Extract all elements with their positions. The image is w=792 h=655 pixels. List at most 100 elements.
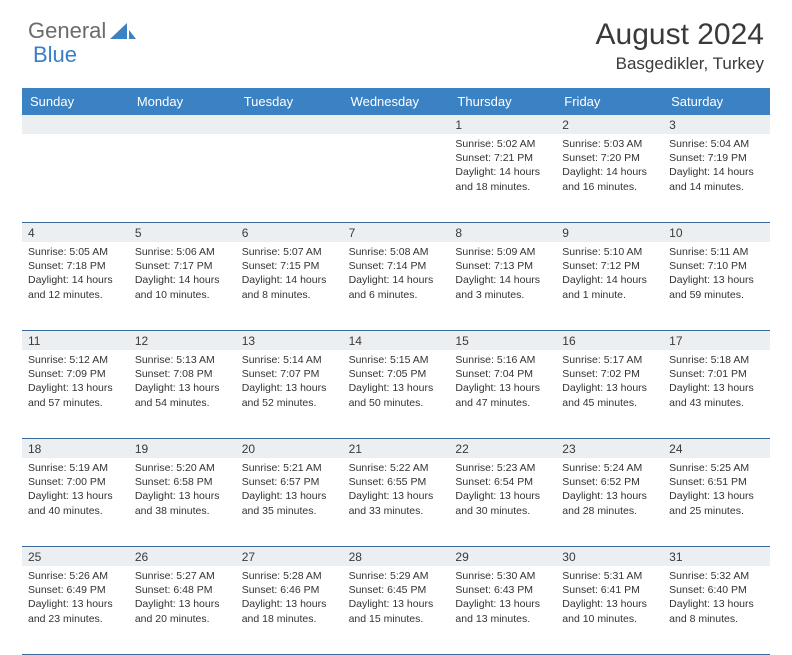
sunset-text: Sunset: 6:52 PM bbox=[562, 475, 657, 489]
daylight-text-1: Daylight: 13 hours bbox=[242, 597, 337, 611]
sunset-text: Sunset: 7:20 PM bbox=[562, 151, 657, 165]
month-title: August 2024 bbox=[596, 18, 764, 52]
daylight-text-2: and 13 minutes. bbox=[455, 612, 550, 626]
day-cell bbox=[129, 134, 236, 222]
day-details: Sunrise: 5:02 AMSunset: 7:21 PMDaylight:… bbox=[455, 137, 550, 194]
day-cell bbox=[236, 134, 343, 222]
day-details: Sunrise: 5:26 AMSunset: 6:49 PMDaylight:… bbox=[28, 569, 123, 626]
daylight-text-1: Daylight: 13 hours bbox=[349, 489, 444, 503]
sunrise-text: Sunrise: 5:24 AM bbox=[562, 461, 657, 475]
daylight-text-1: Daylight: 13 hours bbox=[349, 597, 444, 611]
sunset-text: Sunset: 7:04 PM bbox=[455, 367, 550, 381]
day-details: Sunrise: 5:30 AMSunset: 6:43 PMDaylight:… bbox=[455, 569, 550, 626]
sunset-text: Sunset: 7:05 PM bbox=[349, 367, 444, 381]
sunset-text: Sunset: 7:01 PM bbox=[669, 367, 764, 381]
daylight-text-1: Daylight: 14 hours bbox=[562, 273, 657, 287]
daylight-text-2: and 18 minutes. bbox=[242, 612, 337, 626]
sunrise-text: Sunrise: 5:26 AM bbox=[28, 569, 123, 583]
day-cell: Sunrise: 5:23 AMSunset: 6:54 PMDaylight:… bbox=[449, 458, 556, 546]
day-number: 31 bbox=[663, 547, 770, 566]
daylight-text-2: and 23 minutes. bbox=[28, 612, 123, 626]
day-details: Sunrise: 5:20 AMSunset: 6:58 PMDaylight:… bbox=[135, 461, 230, 518]
sunrise-text: Sunrise: 5:28 AM bbox=[242, 569, 337, 583]
day-cell: Sunrise: 5:31 AMSunset: 6:41 PMDaylight:… bbox=[556, 566, 663, 654]
sunrise-text: Sunrise: 5:15 AM bbox=[349, 353, 444, 367]
week-row: Sunrise: 5:12 AMSunset: 7:09 PMDaylight:… bbox=[22, 350, 770, 439]
daylight-text-2: and 12 minutes. bbox=[28, 288, 123, 302]
daylight-text-1: Daylight: 13 hours bbox=[135, 381, 230, 395]
daylight-text-1: Daylight: 13 hours bbox=[455, 381, 550, 395]
weekday-label: Saturday bbox=[663, 88, 770, 115]
sunset-text: Sunset: 7:09 PM bbox=[28, 367, 123, 381]
day-number: 22 bbox=[449, 439, 556, 458]
day-cell: Sunrise: 5:24 AMSunset: 6:52 PMDaylight:… bbox=[556, 458, 663, 546]
weekday-label: Monday bbox=[129, 88, 236, 115]
daylight-text-1: Daylight: 13 hours bbox=[562, 381, 657, 395]
daylight-text-2: and 10 minutes. bbox=[135, 288, 230, 302]
day-details: Sunrise: 5:06 AMSunset: 7:17 PMDaylight:… bbox=[135, 245, 230, 302]
daylight-text-1: Daylight: 13 hours bbox=[562, 489, 657, 503]
day-cell: Sunrise: 5:13 AMSunset: 7:08 PMDaylight:… bbox=[129, 350, 236, 438]
daylight-text-2: and 20 minutes. bbox=[135, 612, 230, 626]
daylight-text-1: Daylight: 13 hours bbox=[669, 489, 764, 503]
day-details: Sunrise: 5:16 AMSunset: 7:04 PMDaylight:… bbox=[455, 353, 550, 410]
day-number: 30 bbox=[556, 547, 663, 566]
daylight-text-1: Daylight: 13 hours bbox=[242, 381, 337, 395]
day-number: 27 bbox=[236, 547, 343, 566]
sunset-text: Sunset: 7:17 PM bbox=[135, 259, 230, 273]
day-details: Sunrise: 5:25 AMSunset: 6:51 PMDaylight:… bbox=[669, 461, 764, 518]
daylight-text-1: Daylight: 13 hours bbox=[28, 489, 123, 503]
day-number: 21 bbox=[343, 439, 450, 458]
sunrise-text: Sunrise: 5:09 AM bbox=[455, 245, 550, 259]
day-details: Sunrise: 5:19 AMSunset: 7:00 PMDaylight:… bbox=[28, 461, 123, 518]
day-details: Sunrise: 5:13 AMSunset: 7:08 PMDaylight:… bbox=[135, 353, 230, 410]
daylight-text-1: Daylight: 13 hours bbox=[562, 597, 657, 611]
sunset-text: Sunset: 6:58 PM bbox=[135, 475, 230, 489]
day-cell: Sunrise: 5:10 AMSunset: 7:12 PMDaylight:… bbox=[556, 242, 663, 330]
day-cell: Sunrise: 5:32 AMSunset: 6:40 PMDaylight:… bbox=[663, 566, 770, 654]
day-details: Sunrise: 5:15 AMSunset: 7:05 PMDaylight:… bbox=[349, 353, 444, 410]
day-cell bbox=[343, 134, 450, 222]
daylight-text-1: Daylight: 13 hours bbox=[455, 597, 550, 611]
daylight-text-2: and 52 minutes. bbox=[242, 396, 337, 410]
brand-logo: General bbox=[28, 18, 114, 44]
sunrise-text: Sunrise: 5:16 AM bbox=[455, 353, 550, 367]
sunset-text: Sunset: 6:46 PM bbox=[242, 583, 337, 597]
daynum-row: 11121314151617 bbox=[22, 331, 770, 350]
day-cell: Sunrise: 5:28 AMSunset: 6:46 PMDaylight:… bbox=[236, 566, 343, 654]
calendar: Sunday Monday Tuesday Wednesday Thursday… bbox=[0, 82, 792, 655]
sunrise-text: Sunrise: 5:32 AM bbox=[669, 569, 764, 583]
sunset-text: Sunset: 6:41 PM bbox=[562, 583, 657, 597]
daylight-text-1: Daylight: 13 hours bbox=[242, 489, 337, 503]
sunrise-text: Sunrise: 5:13 AM bbox=[135, 353, 230, 367]
day-cell: Sunrise: 5:09 AMSunset: 7:13 PMDaylight:… bbox=[449, 242, 556, 330]
day-number bbox=[343, 115, 450, 134]
sunset-text: Sunset: 6:51 PM bbox=[669, 475, 764, 489]
sunrise-text: Sunrise: 5:22 AM bbox=[349, 461, 444, 475]
day-number: 7 bbox=[343, 223, 450, 242]
sunrise-text: Sunrise: 5:19 AM bbox=[28, 461, 123, 475]
sunset-text: Sunset: 7:00 PM bbox=[28, 475, 123, 489]
daylight-text-2: and 35 minutes. bbox=[242, 504, 337, 518]
daylight-text-1: Daylight: 14 hours bbox=[669, 165, 764, 179]
day-details: Sunrise: 5:23 AMSunset: 6:54 PMDaylight:… bbox=[455, 461, 550, 518]
sunset-text: Sunset: 6:40 PM bbox=[669, 583, 764, 597]
day-details: Sunrise: 5:22 AMSunset: 6:55 PMDaylight:… bbox=[349, 461, 444, 518]
day-number: 26 bbox=[129, 547, 236, 566]
daylight-text-1: Daylight: 13 hours bbox=[669, 597, 764, 611]
day-number: 28 bbox=[343, 547, 450, 566]
daylight-text-1: Daylight: 14 hours bbox=[242, 273, 337, 287]
sunset-text: Sunset: 7:12 PM bbox=[562, 259, 657, 273]
sunrise-text: Sunrise: 5:27 AM bbox=[135, 569, 230, 583]
daylight-text-2: and 3 minutes. bbox=[455, 288, 550, 302]
day-cell: Sunrise: 5:16 AMSunset: 7:04 PMDaylight:… bbox=[449, 350, 556, 438]
daylight-text-1: Daylight: 13 hours bbox=[669, 273, 764, 287]
brand-general: General bbox=[28, 18, 106, 44]
daylight-text-2: and 43 minutes. bbox=[669, 396, 764, 410]
sunset-text: Sunset: 7:08 PM bbox=[135, 367, 230, 381]
sunset-text: Sunset: 7:18 PM bbox=[28, 259, 123, 273]
day-details: Sunrise: 5:04 AMSunset: 7:19 PMDaylight:… bbox=[669, 137, 764, 194]
sunrise-text: Sunrise: 5:07 AM bbox=[242, 245, 337, 259]
day-cell: Sunrise: 5:29 AMSunset: 6:45 PMDaylight:… bbox=[343, 566, 450, 654]
daynum-row: 25262728293031 bbox=[22, 547, 770, 566]
